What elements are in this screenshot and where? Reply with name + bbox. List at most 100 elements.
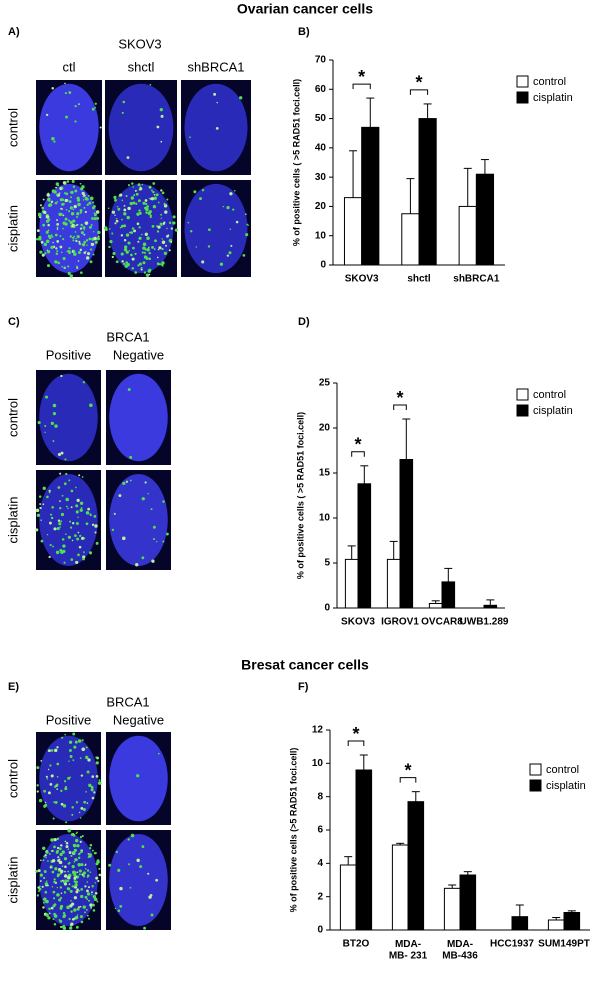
focus (42, 906, 45, 909)
bar (441, 581, 456, 609)
focus (56, 893, 60, 897)
focus (50, 749, 54, 752)
focus (119, 886, 123, 891)
y-axis-label: % of positive cells ( >5 RAD51 foci.cell… (291, 79, 301, 246)
focus (94, 241, 98, 244)
focus (123, 239, 127, 242)
y-tick-label: 10 (319, 513, 331, 524)
column-label: ctl (63, 59, 76, 74)
focus (86, 252, 91, 256)
focus (50, 421, 54, 425)
focus (141, 556, 145, 560)
focus (150, 508, 153, 511)
focus (52, 440, 55, 443)
focus (54, 233, 58, 237)
focus (62, 181, 67, 185)
focus (160, 217, 163, 219)
figure-title: Bresat cancer cells (241, 657, 369, 673)
focus (67, 776, 71, 780)
focus (139, 865, 143, 869)
focus (156, 125, 160, 129)
focus (79, 211, 82, 214)
focus (43, 804, 47, 808)
focus (145, 273, 150, 277)
focus (81, 536, 85, 540)
focus (44, 801, 47, 804)
focus (136, 212, 140, 216)
focus (52, 890, 56, 894)
focus (71, 179, 75, 183)
focus (78, 474, 81, 477)
focus (75, 560, 79, 565)
focus (144, 199, 148, 202)
focus (43, 870, 47, 873)
focus (131, 182, 134, 185)
focus (42, 846, 46, 851)
focus (135, 202, 138, 205)
focus (140, 268, 143, 271)
focus (162, 265, 164, 267)
focus (38, 213, 42, 217)
focus (87, 758, 91, 762)
focus (87, 507, 91, 511)
focus (90, 788, 94, 792)
focus (68, 200, 72, 204)
focus (108, 245, 111, 249)
focus (77, 531, 80, 534)
focus (45, 856, 47, 859)
focus (45, 215, 50, 219)
focus (50, 245, 54, 249)
focus (73, 249, 76, 253)
focus (49, 200, 51, 202)
focus (46, 264, 51, 268)
focus (133, 229, 136, 233)
focus (40, 240, 44, 244)
focus (82, 381, 86, 384)
focus (165, 244, 168, 247)
focus (75, 486, 77, 489)
focus (148, 251, 151, 255)
focus (51, 859, 56, 863)
row-label: control (5, 108, 20, 147)
y-axis-label: % of positive cells (>5 RAD51 foci.cell) (288, 748, 298, 913)
focus (111, 210, 116, 214)
focus (53, 880, 56, 884)
focus (74, 858, 78, 862)
focus (50, 234, 53, 237)
focus (84, 895, 88, 899)
focus (79, 508, 83, 512)
focus (46, 851, 49, 854)
significance-mark: * (404, 760, 411, 780)
focus (229, 228, 232, 231)
focus (76, 907, 80, 911)
focus (162, 500, 165, 503)
focus (71, 223, 75, 228)
focus (131, 267, 135, 270)
focus (132, 186, 134, 188)
focus (98, 873, 102, 877)
focus (40, 859, 42, 862)
focus (56, 874, 60, 878)
focus (208, 228, 211, 232)
focus (64, 733, 66, 736)
focus (79, 915, 83, 919)
focus (245, 233, 249, 237)
focus (57, 452, 62, 457)
focus (78, 811, 81, 814)
focus (156, 256, 159, 259)
focus (79, 248, 83, 252)
focus (156, 230, 160, 233)
focus (62, 214, 65, 217)
focus (136, 774, 140, 778)
focus (72, 833, 75, 835)
focus (138, 211, 142, 215)
focus (63, 857, 68, 861)
y-tick-label: 4 (317, 858, 323, 869)
focus (91, 893, 93, 896)
focus (77, 739, 82, 743)
focus (67, 870, 70, 873)
focus (157, 752, 160, 755)
focus (47, 218, 51, 221)
focus (92, 895, 97, 899)
focus (92, 903, 95, 907)
